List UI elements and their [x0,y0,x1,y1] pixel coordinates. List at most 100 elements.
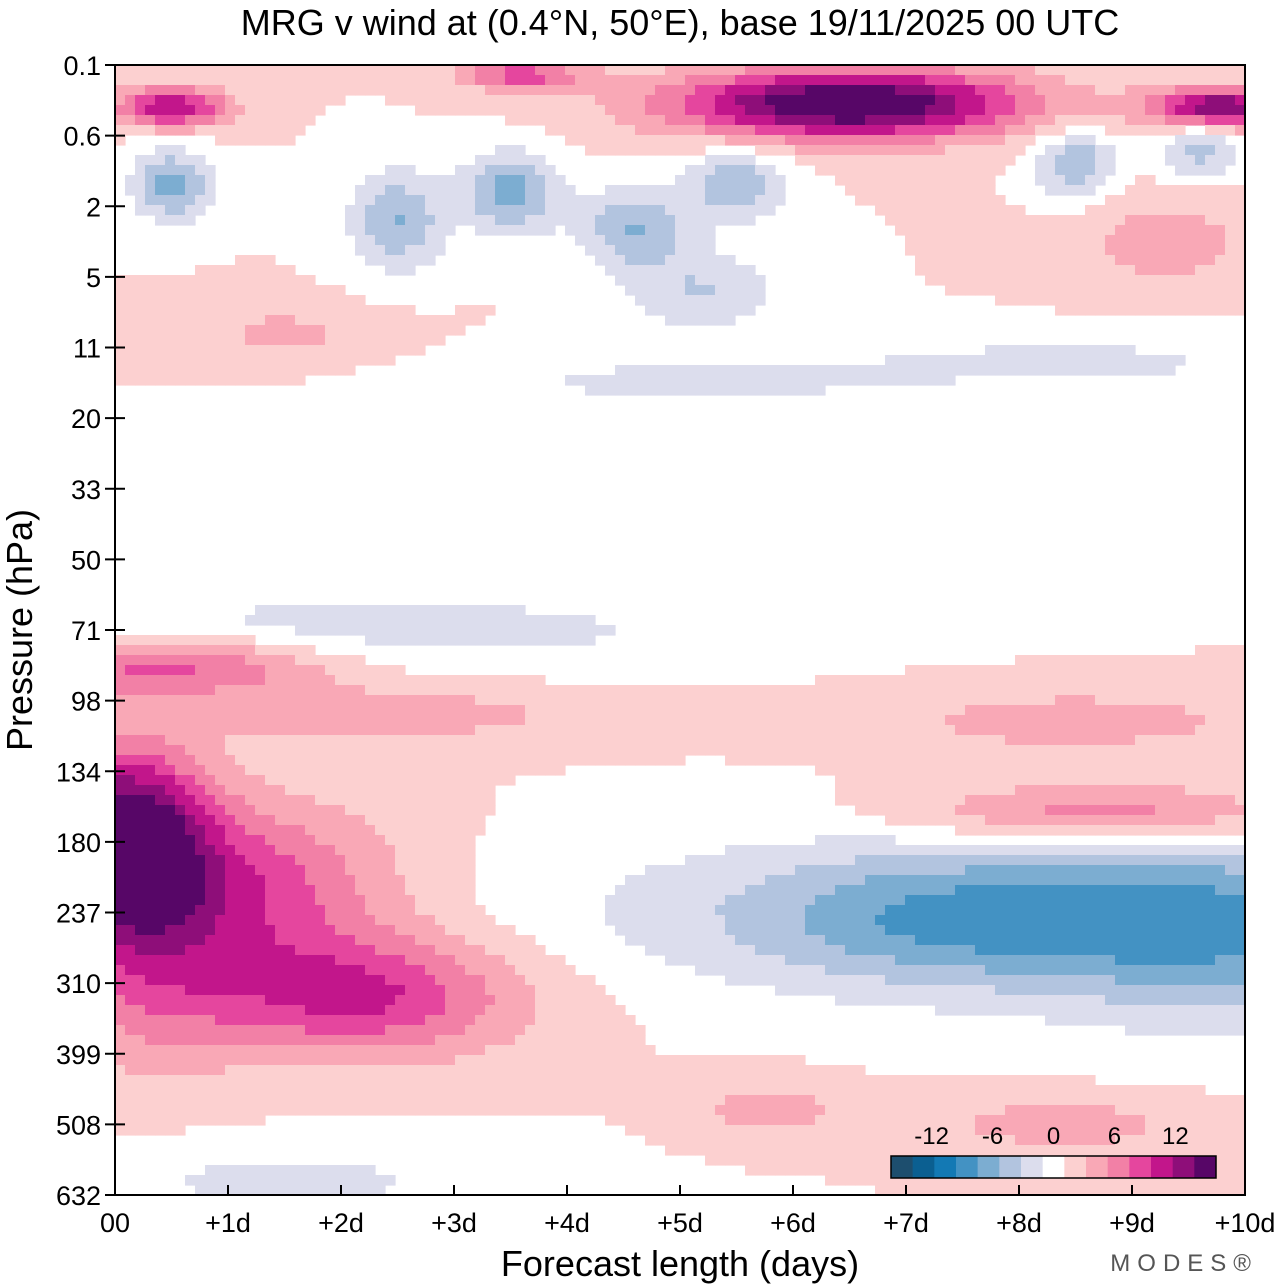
field-cell [445,905,456,916]
field-cell [1155,715,1166,726]
field-cell [1115,355,1126,366]
field-cell [725,865,736,876]
field-cell [425,615,436,626]
field-cell [225,755,236,766]
field-cell [215,635,226,646]
field-cell [625,385,636,396]
field-cell [125,645,136,656]
field-cell [365,615,376,626]
field-cell [1075,725,1086,736]
field-cell [1115,855,1126,866]
field-cell [725,755,736,766]
field-cell [135,875,146,886]
field-cell [115,715,126,726]
field-cell [345,875,356,886]
field-cell [825,65,836,76]
field-cell [1235,745,1246,756]
field-cell [455,615,466,626]
field-cell [175,65,186,76]
field-cell [435,185,446,196]
field-cell [605,265,616,276]
field-cell [305,65,316,76]
field-cell [675,145,686,156]
field-cell [895,785,906,796]
field-cell [265,895,276,906]
field-cell [875,905,886,916]
field-cell [525,165,536,176]
field-cell [1165,155,1176,166]
field-cell [745,185,756,196]
field-cell [535,75,546,86]
field-cell [1065,185,1076,196]
field-cell [295,335,306,346]
field-cell [385,615,396,626]
field-cell [885,675,896,686]
field-cell [725,715,736,726]
field-cell [935,815,946,826]
field-cell [985,745,996,756]
field-cell [445,625,456,636]
field-cell [365,705,376,716]
field-cell [405,175,416,186]
field-cell [605,375,616,386]
field-cell [705,745,716,756]
field-cell [715,905,726,916]
field-cell [425,825,436,836]
field-cell [715,695,726,706]
field-cell [265,915,276,926]
field-cell [845,115,856,126]
field-cell [705,295,716,306]
field-cell [985,705,996,716]
field-cell [485,205,496,216]
field-cell [1095,745,1106,756]
field-cell [425,795,436,806]
field-cell [115,135,126,146]
field-cell [195,795,206,806]
field-cell [175,285,186,296]
field-cell [555,95,566,106]
field-cell [305,285,316,296]
field-cell [1015,845,1026,856]
field-cell [195,315,206,326]
field-cell [155,775,166,786]
field-cell [845,925,856,936]
field-cell [545,685,556,696]
field-cell [975,875,986,886]
field-cell [245,115,256,126]
field-cell [155,925,166,936]
field-cell [1115,295,1126,306]
field-cell [365,765,376,776]
field-cell [405,715,416,726]
field-cell [245,75,256,86]
field-cell [865,895,876,906]
field-cell [295,115,306,126]
field-cell [565,105,576,116]
field-cell [315,315,326,326]
field-cell [1215,195,1226,206]
field-cell [875,65,886,76]
field-cell [575,205,586,216]
field-cell [635,295,646,306]
field-cell [725,915,736,926]
field-cell [175,105,186,116]
field-cell [845,885,856,896]
field-cell [155,355,166,366]
field-cell [735,115,746,126]
field-cell [205,365,216,376]
field-cell [875,685,886,696]
field-cell [1075,185,1086,196]
field-cell [315,895,326,906]
field-cell [205,845,216,856]
field-cell [125,65,136,76]
field-cell [1025,845,1036,856]
field-cell [615,275,626,286]
field-cell [125,875,136,886]
field-cell [295,875,306,886]
field-cell [805,895,816,906]
field-cell [775,855,786,866]
field-cell [875,185,886,196]
field-cell [955,805,966,816]
field-cell [125,705,136,716]
field-cell [265,655,276,666]
field-cell [955,95,966,106]
